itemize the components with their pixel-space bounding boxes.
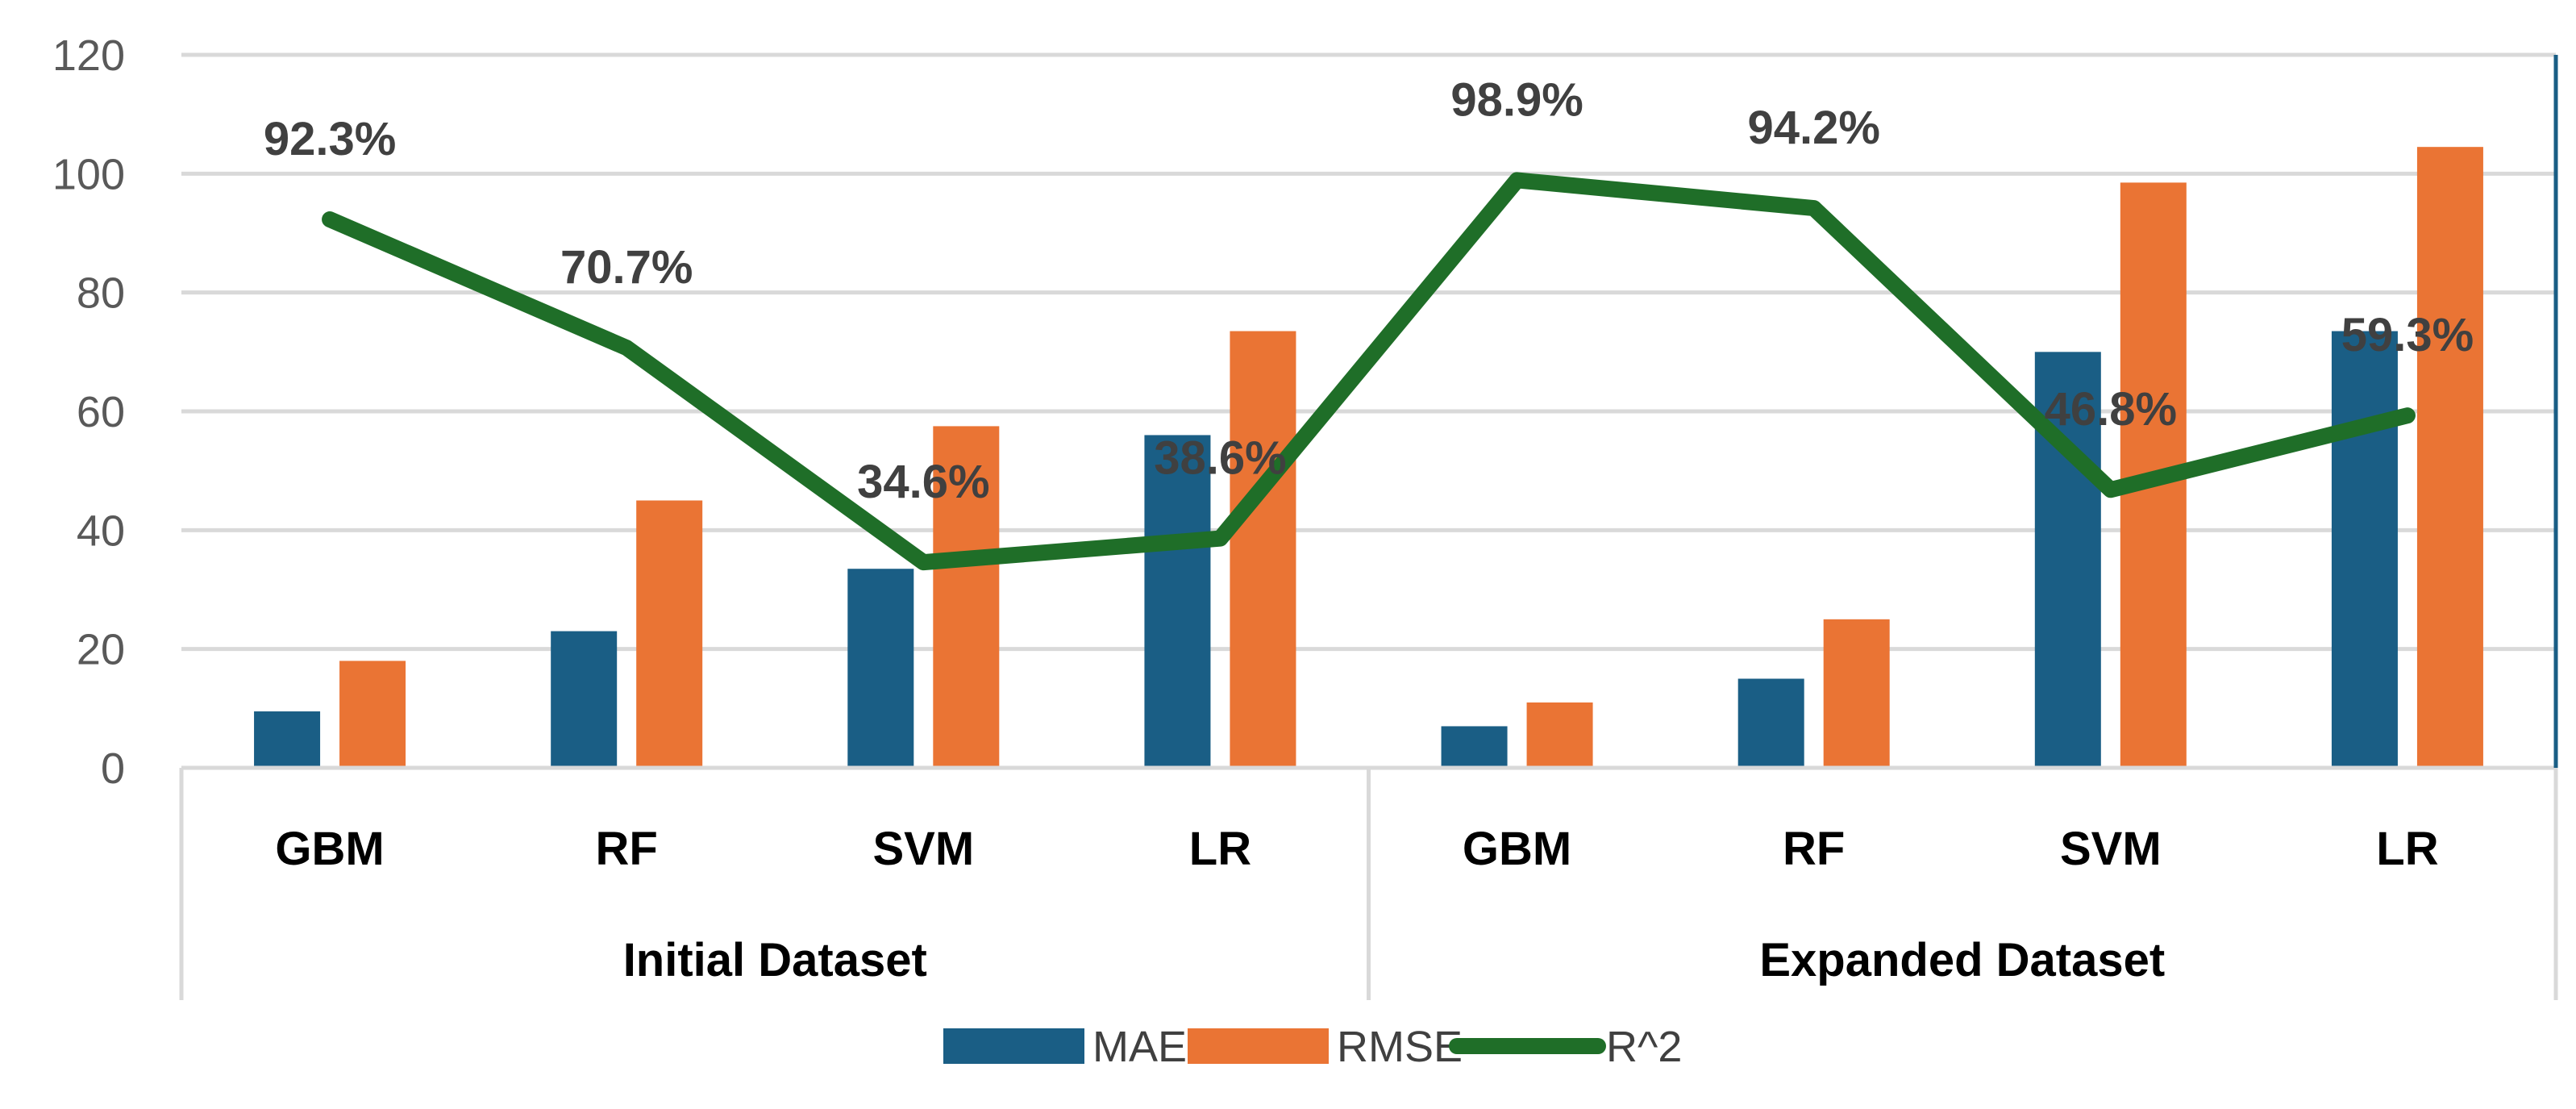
legend-label: R^2 <box>1606 1023 1682 1071</box>
data-labels: 92.3% 70.7% 34.6% 38.6% 98.9% 94.2% 46.8% 59.3% <box>264 73 2474 508</box>
bar-mae-rf-initial <box>551 631 618 768</box>
bars <box>254 147 2483 769</box>
y-tick-label-120: 120 <box>52 31 125 80</box>
bar-rmse-svm-initial <box>933 426 1000 768</box>
legend-label: MAE <box>1092 1023 1187 1071</box>
legend-item-mae: MAE <box>943 1023 1187 1071</box>
bar-mae-lr-expanded <box>2331 331 2398 768</box>
legend: MAE RMSE R^2 <box>943 1023 1682 1071</box>
category-label-gbm: GBM <box>275 823 384 875</box>
x-axis <box>179 55 2558 1000</box>
legend-item-rmse: RMSE <box>1188 1023 1463 1071</box>
bar-rmse-lr-initial <box>1230 331 1296 768</box>
bar-rmse-gbm-initial <box>339 661 406 768</box>
legend-swatch <box>1188 1028 1329 1064</box>
group-label-0: Initial Dataset <box>623 934 927 986</box>
r2-data-label: 59.3% <box>2341 309 2474 361</box>
y-tick-label-80: 80 <box>77 269 125 318</box>
r2-data-label: 70.7% <box>560 241 693 294</box>
bar-mae-gbm-initial <box>254 711 321 768</box>
x-axis-group-labels: Initial Dataset Expanded Dataset <box>623 934 2165 986</box>
r2-data-label: 38.6% <box>1154 432 1286 485</box>
y-tick-label-100: 100 <box>52 150 125 198</box>
bar-rmse-rf-expanded <box>1823 619 1890 768</box>
y-tick-label-60: 60 <box>77 388 125 436</box>
category-label-svm: SVM <box>2060 823 2162 875</box>
r2-line <box>322 172 2416 571</box>
bar-mae-svm-initial <box>847 569 914 768</box>
r2-point-rf-initial <box>626 347 628 349</box>
bar-mae-rf-expanded <box>1737 678 1804 768</box>
bar-rmse-gbm-expanded <box>1526 702 1593 768</box>
category-label-svm: SVM <box>872 823 974 875</box>
r2-data-label: 98.9% <box>1450 73 1583 126</box>
r2-point-lr-expanded <box>2406 415 2408 417</box>
r2-line-series <box>322 172 2416 571</box>
r2-point-gbm-expanded <box>1516 179 1518 181</box>
y-axis-tick-labels: 0 20 40 60 80 100 120 <box>52 31 125 793</box>
category-label-rf: RF <box>1783 823 1845 875</box>
category-label-gbm: GBM <box>1463 823 1571 875</box>
r2-data-label: 94.2% <box>1747 102 1879 154</box>
x-axis-category-labels: GBM RF SVM LR GBM RF SVM LR <box>275 823 2438 875</box>
legend-label: RMSE <box>1337 1023 1463 1071</box>
r2-point-svm-expanded <box>2109 489 2112 491</box>
bar-rmse-rf-initial <box>636 500 703 768</box>
bar-mae-lr-initial <box>1144 435 1211 768</box>
category-label-rf: RF <box>596 823 658 875</box>
r2-point-gbm-initial <box>329 219 331 221</box>
legend-item-r2: R^2 <box>1449 1023 1682 1071</box>
bar-mae-gbm-expanded <box>1441 726 1508 768</box>
group-label-1: Expanded Dataset <box>1759 934 2165 986</box>
r2-point-lr-initial <box>1219 537 1221 540</box>
legend-swatch <box>943 1028 1084 1064</box>
r2-data-label: 92.3% <box>264 113 396 165</box>
category-label-lr: LR <box>2376 823 2438 875</box>
category-label-lr: LR <box>1189 823 1251 875</box>
y-tick-label-20: 20 <box>77 626 125 674</box>
r2-data-label: 34.6% <box>857 456 989 508</box>
r2-data-label: 46.8% <box>2045 383 2177 436</box>
r2-point-rf-expanded <box>1812 207 1815 210</box>
bar-rmse-lr-expanded <box>2416 147 2483 768</box>
y-tick-label-0: 0 <box>101 744 125 793</box>
y-tick-label-40: 40 <box>77 507 125 555</box>
r2-point-svm-initial <box>922 561 925 564</box>
